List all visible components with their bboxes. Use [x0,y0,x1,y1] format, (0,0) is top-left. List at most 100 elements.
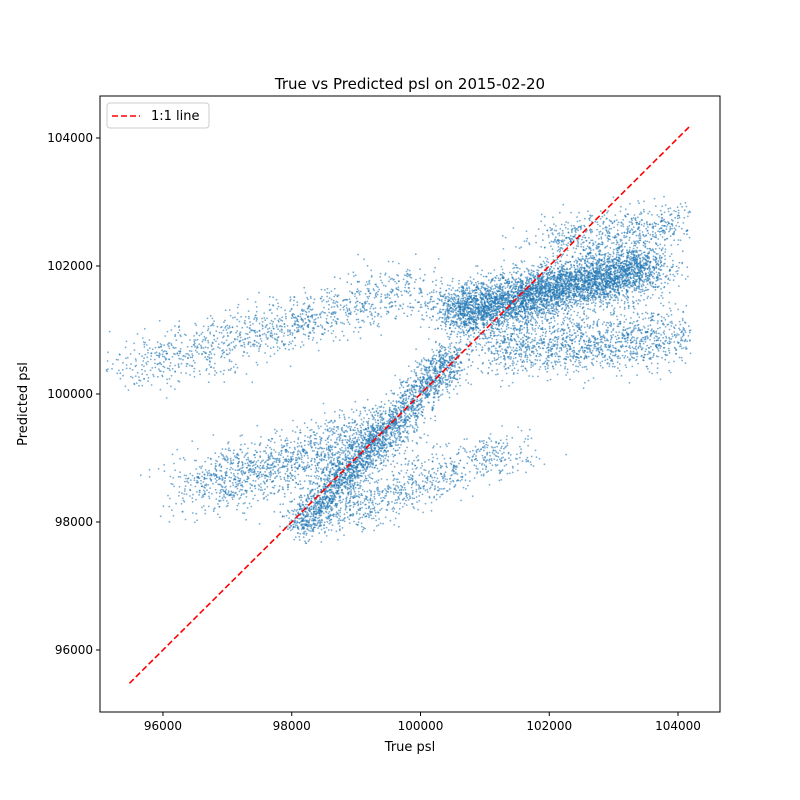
scatter-point [429,374,432,377]
scatter-point [553,304,555,307]
scatter-point [519,267,521,270]
scatter-point [602,300,604,303]
scatter-point [575,301,577,304]
scatter-point [620,299,623,302]
scatter-point [352,437,355,440]
scatter-point [449,384,451,386]
scatter-point [399,378,401,381]
scatter-point [378,454,381,457]
scatter-point [396,431,399,434]
scatter-point [430,376,433,378]
scatter-point [614,299,617,302]
scatter-point [392,423,395,426]
scatter-point [362,434,364,437]
scatter-point [521,321,524,323]
scatter-point [385,450,387,453]
scatter-point [346,481,349,484]
scatter-point [300,528,303,531]
scatter-point [454,289,457,292]
scatter-point [576,268,578,270]
scatter-point [427,377,429,379]
scatter-point [627,301,629,304]
scatter-point [306,500,309,503]
scatter-point [312,519,315,522]
scatter-point [428,394,431,396]
scatter-point [351,483,354,486]
scatter-point [430,379,432,382]
scatter-point [448,374,450,377]
scatter-point [302,504,305,506]
scatter-point [617,299,619,302]
scatter-point [300,523,302,526]
scatter-point [518,321,521,323]
scatter-point [642,262,645,265]
scatter-point [312,513,315,516]
scatter-point [418,363,421,366]
scatter-point [417,378,419,381]
scatter-point [389,436,391,439]
scatter-point [510,284,513,287]
scatter-point [402,426,405,428]
scatter-point [487,279,490,281]
scatter-point [659,266,662,268]
scatter-point [643,292,646,295]
scatter-point [646,283,649,286]
scatter-point [456,354,459,356]
scatter-point [432,401,435,404]
scatter-point [394,374,397,377]
scatter-point [632,252,635,254]
scatter-point [427,367,430,370]
scatter-point [513,266,516,269]
scatter-point [452,324,455,327]
scatter-point [380,406,382,409]
scatter-point [661,291,664,294]
scatter-point [378,453,381,456]
scatter-point [508,287,511,290]
scatter-point [458,342,461,344]
scatter-point [336,479,339,482]
scatter-point [394,426,396,429]
scatter-point [441,345,444,348]
scatter-point [612,309,615,311]
scatter-point [389,420,392,422]
scatter-point [424,417,426,420]
scatter-point [431,359,434,362]
scatter-point [314,488,317,491]
scatter-point [338,475,341,477]
scatter-point [437,389,439,392]
scatter-point [639,300,641,302]
scatter-point [392,413,394,416]
scatter-point [585,303,588,306]
scatter-point [341,491,344,494]
scatter-point [562,312,565,315]
scatter-point [467,366,470,368]
scatter-point [301,512,304,515]
scatter-point [362,420,365,423]
scatter-point [458,279,460,282]
scatter-point [435,306,437,309]
scatter-point [526,323,528,326]
scatter-point [415,419,417,421]
scatter-point [447,367,450,370]
scatter-point [517,308,520,310]
scatter-point [318,506,320,508]
scatter-point [308,498,310,500]
scatter-point [401,406,404,408]
scatter-point [356,476,359,479]
scatter-point [303,494,306,497]
scatter-point [565,306,568,308]
scatter-point [414,412,417,415]
scatter-point [397,400,400,403]
scatter-point [500,265,503,268]
scatter-point [414,360,417,362]
scatter-point [565,307,568,310]
scatter-point [412,397,415,400]
scatter-point [393,392,395,394]
scatter-point [292,523,295,526]
scatter-point [310,527,313,529]
scatter-point [479,329,482,332]
scatter-point [414,395,417,397]
scatter-point [378,469,381,472]
scatter-point [454,327,457,330]
scatter-point [350,486,352,489]
